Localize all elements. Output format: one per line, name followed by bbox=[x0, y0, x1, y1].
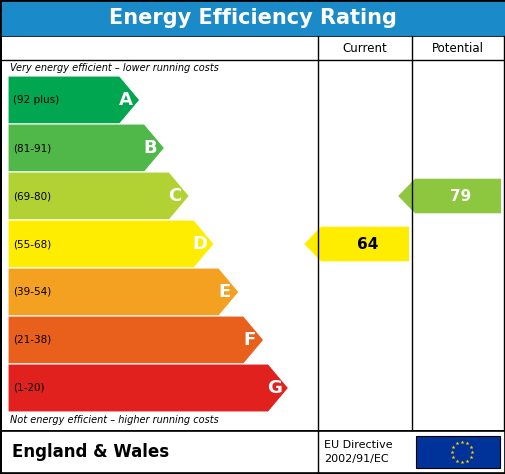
Text: (39-54): (39-54) bbox=[13, 287, 51, 297]
Text: E: E bbox=[218, 283, 230, 301]
Text: (92 plus): (92 plus) bbox=[13, 95, 59, 105]
Text: D: D bbox=[192, 235, 207, 253]
Text: Potential: Potential bbox=[431, 42, 483, 55]
Text: G: G bbox=[267, 379, 281, 397]
Polygon shape bbox=[8, 124, 164, 172]
Text: F: F bbox=[243, 331, 255, 349]
Polygon shape bbox=[8, 76, 139, 124]
Bar bbox=[1, 36, 504, 431]
Text: England & Wales: England & Wales bbox=[12, 443, 169, 461]
Text: A: A bbox=[119, 91, 132, 109]
Text: (21-38): (21-38) bbox=[13, 335, 51, 345]
Text: Energy Efficiency Rating: Energy Efficiency Rating bbox=[109, 8, 396, 28]
Text: (1-20): (1-20) bbox=[13, 383, 44, 393]
Polygon shape bbox=[304, 227, 408, 261]
Text: (81-91): (81-91) bbox=[13, 143, 51, 153]
Polygon shape bbox=[397, 179, 500, 213]
Text: C: C bbox=[168, 187, 181, 205]
Polygon shape bbox=[8, 172, 189, 220]
Polygon shape bbox=[8, 364, 288, 412]
Text: (55-68): (55-68) bbox=[13, 239, 51, 249]
Bar bbox=[1, 431, 504, 473]
Bar bbox=[0, 0, 505, 36]
Text: Not energy efficient – higher running costs: Not energy efficient – higher running co… bbox=[10, 415, 218, 425]
Text: Very energy efficient – lower running costs: Very energy efficient – lower running co… bbox=[10, 63, 219, 73]
Text: (69-80): (69-80) bbox=[13, 191, 51, 201]
Polygon shape bbox=[8, 268, 238, 316]
Polygon shape bbox=[8, 220, 214, 268]
Text: 79: 79 bbox=[449, 189, 470, 203]
Text: B: B bbox=[143, 139, 157, 157]
Text: EU Directive
2002/91/EC: EU Directive 2002/91/EC bbox=[323, 440, 392, 464]
Text: 64: 64 bbox=[356, 237, 377, 252]
Polygon shape bbox=[8, 316, 263, 364]
Text: Current: Current bbox=[342, 42, 387, 55]
Bar bbox=[415, 436, 499, 468]
